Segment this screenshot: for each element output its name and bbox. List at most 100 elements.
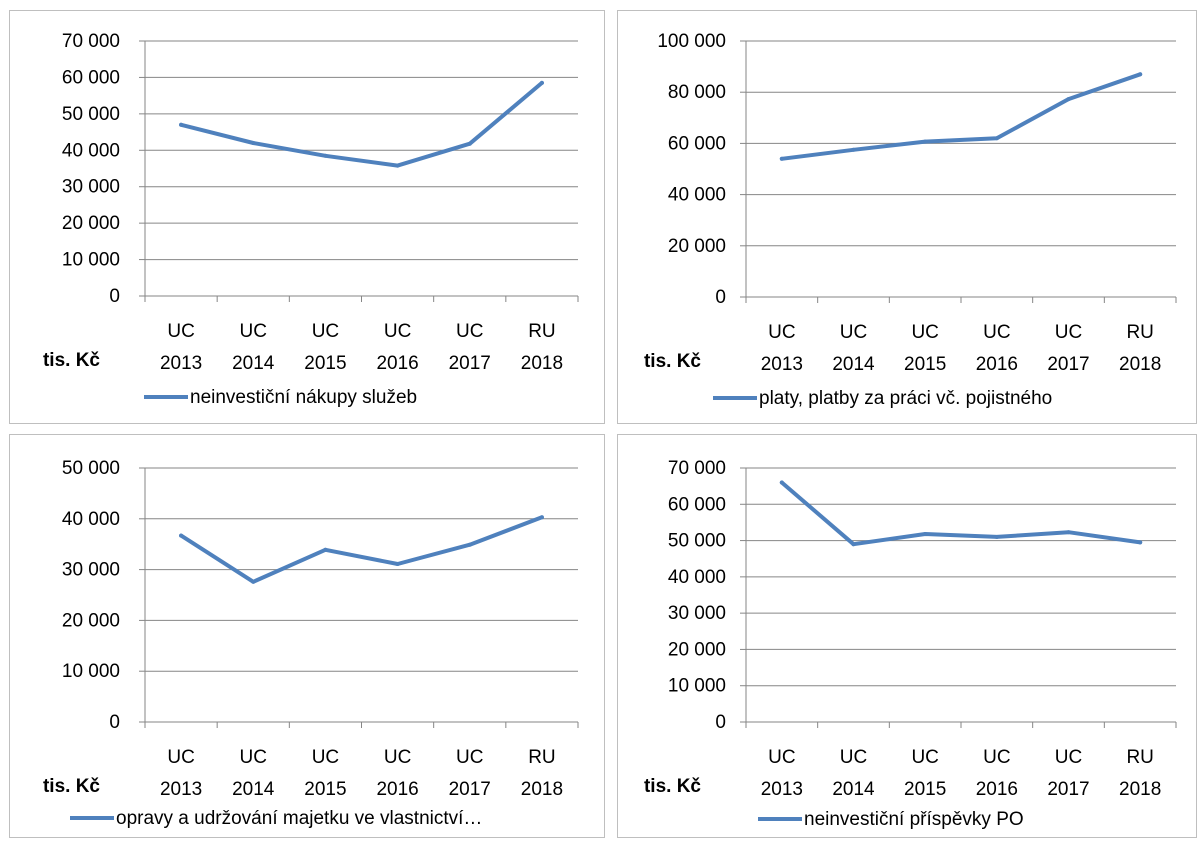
x-tick-label: 2015 — [304, 779, 346, 800]
x-tick-label: UC — [768, 322, 795, 343]
y-tick-label: 50 000 — [668, 531, 726, 552]
chart-svg-services: 0 10 000 20 000 30 000 40 000 50 000 60 000 70 … — [43, 31, 579, 408]
x-tick-label: UC — [1055, 747, 1082, 768]
x-tick-label: 2017 — [449, 779, 491, 800]
x-tick-label: 2013 — [761, 354, 803, 375]
legend-label: neinvestiční nákupy služeb — [190, 387, 417, 408]
x-tick-label: RU — [1126, 747, 1153, 768]
unit-label: tis. Kč — [43, 776, 100, 797]
x-tick-label: 2016 — [376, 353, 418, 374]
chart-svg-salaries: 0 20 000 40 000 60 000 80 000 100 000 UC 2013 UC… — [644, 31, 1177, 409]
x-tick-label: 2013 — [160, 353, 202, 374]
unit-label: tis. Kč — [644, 351, 701, 372]
data-point — [395, 562, 400, 567]
x-tick-label: 2018 — [521, 779, 563, 800]
y-tick-label: 60 000 — [668, 494, 726, 515]
x-tick-label: UC — [840, 322, 867, 343]
data-point — [851, 147, 856, 152]
series-line — [779, 480, 1143, 547]
y-tick-label: 50 000 — [62, 104, 120, 125]
x-tick-label: 2018 — [1119, 779, 1161, 800]
chart-svg-repairs: 0 10 000 20 000 30 000 40 000 50 000 UC 2013 UC 2… — [43, 458, 579, 829]
x-tick-label: 2015 — [304, 353, 346, 374]
y-tick-label: 20 000 — [62, 610, 120, 631]
x-tick-label: 2018 — [1119, 354, 1161, 375]
chart-panel-salaries: 0 20 000 40 000 60 000 80 000 100 000 UC 2013 UC… — [617, 10, 1197, 424]
y-tick-label: 10 000 — [62, 661, 120, 682]
chart-svg-contributions: 0 10 000 20 000 30 000 40 000 50 000 60 000 70 … — [644, 458, 1177, 830]
data-point — [1066, 97, 1071, 102]
y-tick-label: 0 — [109, 712, 120, 733]
x-tick-label: 2017 — [1047, 354, 1089, 375]
x-tick-label: RU — [528, 747, 555, 768]
x-tick-label: UC — [911, 322, 938, 343]
data-point — [539, 515, 544, 520]
legend-label: opravy a udržování majetku ve vlastnictv… — [116, 808, 482, 829]
y-tick-label: 40 000 — [668, 185, 726, 206]
x-tick-label: UC — [456, 747, 483, 768]
legend-label: neinvestiční příspěvky PO — [804, 809, 1024, 830]
y-tick-label: 0 — [715, 287, 726, 308]
data-point — [539, 80, 544, 85]
x-tick-label: 2013 — [761, 779, 803, 800]
y-tick-label: 40 000 — [62, 140, 120, 161]
x-tick-label: UC — [456, 321, 483, 342]
data-point — [323, 547, 328, 552]
data-point — [779, 156, 784, 161]
x-tick-label: UC — [983, 322, 1010, 343]
x-tick-label: UC — [983, 747, 1010, 768]
x-tick-label: UC — [911, 747, 938, 768]
chart-panel-contributions: 0 10 000 20 000 30 000 40 000 50 000 60 000 70 … — [617, 434, 1197, 838]
x-tick-label: 2015 — [904, 779, 946, 800]
data-point — [994, 534, 999, 539]
x-tick-label: 2014 — [232, 353, 275, 374]
x-tick-label: UC — [1055, 322, 1082, 343]
data-point — [395, 163, 400, 168]
x-tick-label: RU — [528, 321, 555, 342]
x-tick-label: 2014 — [232, 779, 275, 800]
y-tick-label: 20 000 — [668, 236, 726, 257]
y-tick-label: 20 000 — [668, 639, 726, 660]
y-tick-label: 40 000 — [62, 509, 120, 530]
y-tick-label: 30 000 — [668, 603, 726, 624]
chart-panel-services: 0 10 000 20 000 30 000 40 000 50 000 60 000 70 … — [9, 10, 605, 424]
data-point — [323, 153, 328, 158]
x-tick-label: UC — [240, 747, 267, 768]
series-line — [779, 72, 1143, 161]
chart-panel-repairs: 0 10 000 20 000 30 000 40 000 50 000 UC 2013 UC 2… — [9, 434, 605, 838]
x-tick-label: 2016 — [976, 779, 1018, 800]
y-tick-label: 10 000 — [62, 250, 120, 271]
data-point — [251, 579, 256, 584]
y-tick-label: 60 000 — [62, 67, 120, 88]
y-tick-label: 70 000 — [668, 458, 726, 479]
y-tick-label: 30 000 — [62, 177, 120, 198]
data-point — [923, 532, 928, 537]
x-tick-label: 2017 — [449, 353, 491, 374]
y-tick-label: 100 000 — [657, 31, 726, 52]
x-tick-label: 2016 — [976, 354, 1018, 375]
x-tick-label: UC — [167, 321, 194, 342]
series-line — [179, 80, 544, 168]
x-tick-label: UC — [768, 747, 795, 768]
data-point — [779, 480, 784, 485]
x-tick-label: UC — [312, 747, 339, 768]
y-tick-label: 20 000 — [62, 213, 120, 234]
x-tick-label: UC — [384, 747, 411, 768]
unit-label: tis. Kč — [644, 776, 701, 797]
x-tick-label: 2014 — [832, 779, 875, 800]
data-point — [467, 141, 472, 146]
data-point — [1138, 72, 1143, 77]
x-tick-label: 2016 — [376, 779, 418, 800]
data-point — [994, 136, 999, 141]
data-point — [1066, 530, 1071, 535]
data-point — [179, 122, 184, 127]
data-point — [467, 542, 472, 547]
data-point — [179, 533, 184, 538]
x-tick-label: 2014 — [832, 354, 875, 375]
x-tick-label: UC — [312, 321, 339, 342]
x-tick-label: UC — [240, 321, 267, 342]
data-point — [1138, 540, 1143, 545]
legend-label: platy, platby za práci vč. pojistného — [759, 388, 1052, 409]
unit-label: tis. Kč — [43, 350, 100, 371]
y-tick-label: 70 000 — [62, 31, 120, 52]
